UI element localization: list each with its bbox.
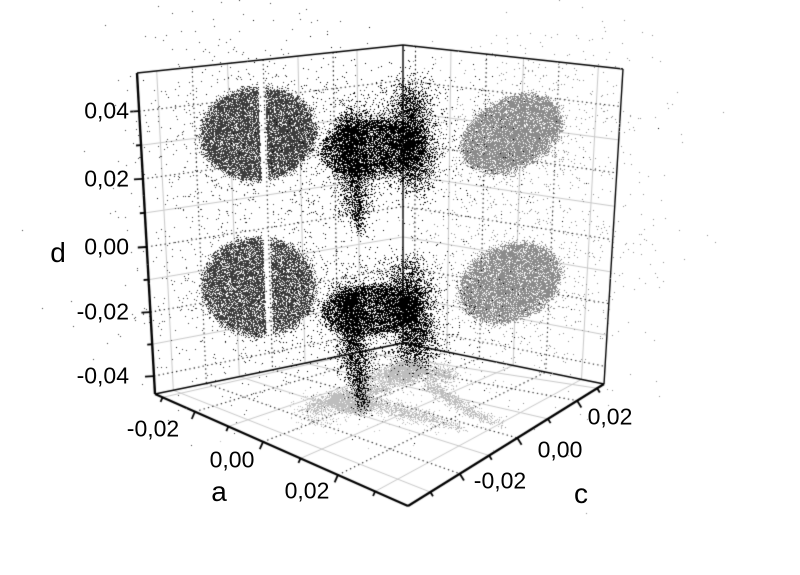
axis-label-d: d — [50, 237, 66, 268]
d-tick-label-3: -0,02 — [76, 298, 129, 325]
d-tick-label-1: 0,02 — [84, 165, 129, 192]
a-tick-label-0: -0,02 — [126, 415, 180, 442]
c-tick-label-1: 0,00 — [537, 436, 583, 463]
d-tick-label-0: 0,04 — [84, 97, 129, 124]
d-tick-label-4: -0,04 — [76, 362, 129, 389]
c-tick-label-2: 0,02 — [587, 403, 633, 430]
axis-label-a: a — [211, 476, 227, 507]
d-tick-label-2: 0,00 — [84, 233, 129, 260]
a-tick-label-1: 0,00 — [209, 446, 255, 473]
axis-label-c: c — [574, 478, 588, 509]
c-tick-label-0: -0,02 — [473, 467, 527, 494]
a-tick-label-2: 0,02 — [284, 477, 330, 504]
